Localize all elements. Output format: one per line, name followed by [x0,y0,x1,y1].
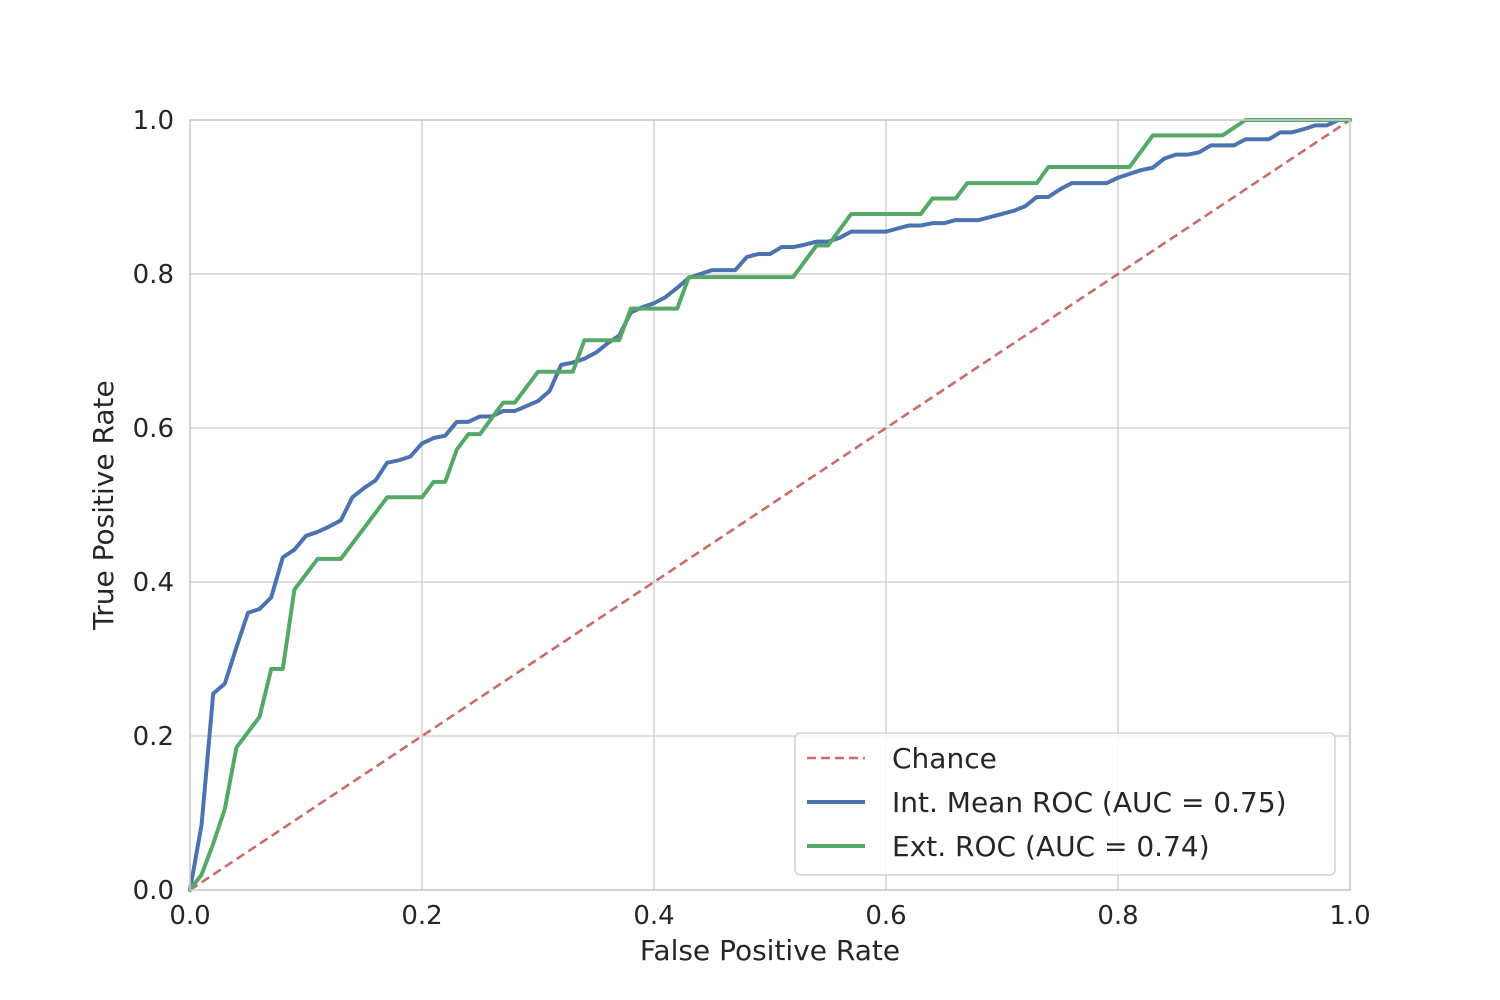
legend-label: Chance [892,742,997,775]
legend-box [794,732,1336,876]
x-tick-label: 0.6 [865,901,906,931]
series-line-1 [188,118,1352,892]
legend: Chance Int. Mean ROC (AUC = 0.75) Ext. ROC… [794,732,1336,876]
series-line-0 [189,118,1351,892]
y-axis-label: True Positive Rate [87,380,120,630]
x-tick-label: 0.0 [169,901,210,931]
y-tick-label: 0.0 [133,876,174,906]
series-lines [188,118,1352,892]
y-tick-label: 0.2 [133,722,174,752]
y-tick-label: 1.0 [133,106,174,136]
y-tick-label: 0.6 [133,414,174,444]
x-axis-label: False Positive Rate [640,934,900,967]
x-tick-label: 0.2 [401,901,442,931]
y-tick-label: 0.8 [133,260,174,290]
x-tick-label: 0.8 [1097,901,1138,931]
x-tick-label: 0.4 [633,901,674,931]
x-tick-label: 1.0 [1329,901,1370,931]
y-tick-label: 0.4 [133,568,174,598]
legend-label: Ext. ROC (AUC = 0.74) [892,830,1210,863]
legend-label: Int. Mean ROC (AUC = 0.75) [892,786,1287,819]
series-line-2 [188,118,1352,892]
tick-labels: 0.0 0.2 0.4 0.6 0.8 1.0 0.0 0.2 0.4 0.6 0.8 1.0 [133,106,1371,931]
plot-frame [189,119,1351,891]
